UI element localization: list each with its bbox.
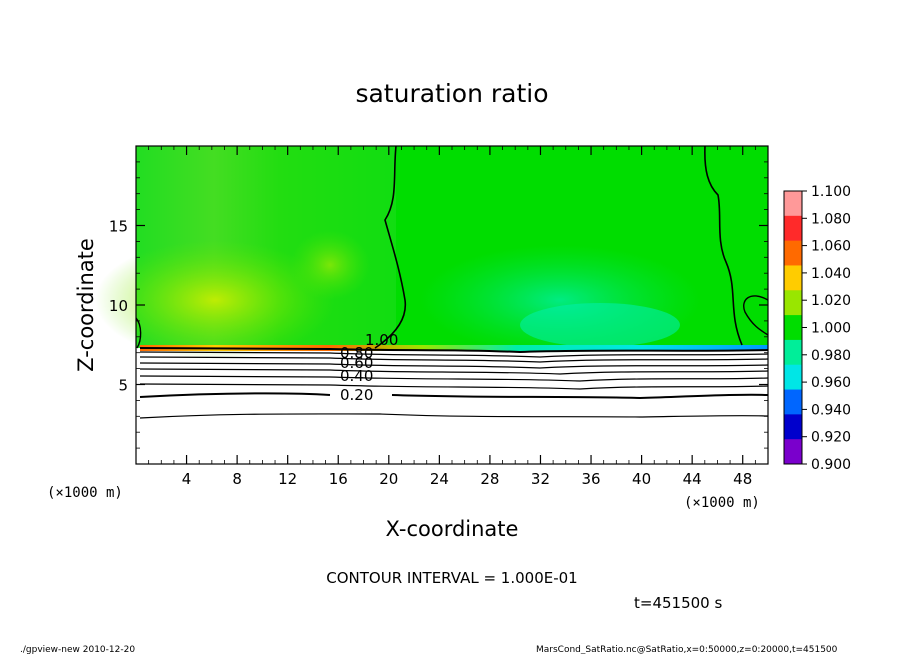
x-tick-label: 12 — [278, 470, 297, 488]
field-cyan-core — [520, 303, 680, 347]
time-label: t=451500 s — [634, 594, 722, 612]
colorbar-level-label: 1.080 — [811, 211, 851, 227]
x-tick-label: 24 — [430, 470, 449, 488]
x-tick-label: 44 — [683, 470, 702, 488]
y-tick-label: 5 — [118, 377, 128, 395]
colorbar-level-label: 0.920 — [811, 430, 851, 446]
field-yellow-patch-2 — [290, 230, 370, 300]
contour-line-1-00-right — [704, 145, 743, 346]
x-tick-label: 8 — [232, 470, 242, 488]
colorbar-level-label: 0.940 — [811, 402, 851, 418]
x-tick-label: 4 — [182, 470, 192, 488]
x-tick-label: 48 — [733, 470, 752, 488]
colorbar-swatch — [784, 315, 802, 341]
contour-line-0-80 — [139, 351, 769, 358]
colorbar-swatch — [784, 240, 802, 266]
y-tick-label: 15 — [109, 218, 128, 236]
contour-label-0-60: 0.60 — [340, 354, 373, 372]
x-axis-label: X-coordinate — [386, 517, 519, 541]
colorbar-swatch — [784, 265, 802, 291]
contour-line-0-10 — [139, 413, 769, 419]
field-yellow-patch — [95, 240, 335, 360]
contour-label-0-40: 0.40 — [340, 367, 373, 385]
x-axis-unit: (×1000 m) — [684, 495, 760, 511]
x-axis-ticks: 4 8 12 16 20 24 28 32 36 40 44 48 — [148, 146, 756, 488]
contour-line-0-50 — [139, 368, 769, 375]
colorbar-swatch — [784, 364, 802, 391]
contour-line-1-00-left — [374, 145, 407, 349]
footer-left: ./gpview-new 2010-12-20 — [20, 645, 135, 654]
y-tick-label: 10 — [109, 297, 128, 315]
colorbar-swatch — [784, 215, 802, 242]
contour-line-0-20 — [139, 392, 769, 400]
chart-title: saturation ratio — [355, 79, 548, 108]
contour-line-1-00-leftedge — [135, 317, 142, 349]
colorbar-level-label: 1.000 — [811, 321, 851, 337]
contour-label-1-00: 1.00 — [365, 331, 398, 349]
contour-line-1-00-edge — [743, 295, 769, 336]
contour-line-0-60 — [139, 362, 769, 369]
x-tick-label: 16 — [329, 470, 348, 488]
contour-label-group: 1.00 0.80 0.60 0.40 0.20 — [340, 331, 398, 404]
colorbar-swatch — [784, 290, 802, 316]
colorbar-level-label: 1.020 — [811, 293, 851, 309]
contour-line-0-90 — [139, 347, 769, 354]
contour-line-0-70 — [139, 356, 769, 363]
y-axis-ticks: 5 10 15 — [109, 161, 768, 449]
colorbar-swatch — [784, 191, 802, 217]
colorbar-swatch — [784, 414, 802, 440]
colorbar-level-label: 0.980 — [811, 348, 851, 364]
field-area — [95, 146, 768, 464]
y-axis-label: Z-coordinate — [74, 238, 98, 372]
colorbar: 1.100 1.080 1.060 1.040 1.020 1.000 0.980 0.960… — [784, 184, 851, 473]
x-tick-label: 40 — [632, 470, 651, 488]
surface-layer — [140, 345, 768, 351]
y-axis-unit: (×1000 m) — [47, 485, 123, 501]
colorbar-level-label: 1.100 — [811, 184, 851, 200]
colorbar-frame — [783, 190, 803, 465]
colorbar-level-label: 0.900 — [811, 457, 851, 473]
colorbar-level-label: 1.040 — [811, 266, 851, 282]
contour-lines — [135, 145, 769, 419]
colorbar-swatch — [784, 439, 802, 465]
contour-line-0-40 — [139, 375, 769, 382]
colorbar-swatch — [784, 389, 802, 415]
x-tick-label: 28 — [480, 470, 499, 488]
x-tick-label: 36 — [581, 470, 600, 488]
colorbar-level-label: 0.960 — [811, 375, 851, 391]
colorbar-swatch — [784, 339, 802, 366]
contour-label-0-80: 0.80 — [340, 344, 373, 362]
contour-label-0-20: 0.20 — [340, 386, 373, 404]
colorbar-level-label: 1.060 — [811, 239, 851, 255]
x-tick-label: 32 — [531, 470, 550, 488]
footer-right: MarsCond_SatRatio.nc@SatRatio,x=0:50000,… — [536, 645, 838, 654]
contour-line-0-30 — [139, 383, 769, 390]
contour-interval-note: CONTOUR INTERVAL = 1.000E-01 — [326, 569, 577, 587]
x-tick-label: 20 — [379, 470, 398, 488]
